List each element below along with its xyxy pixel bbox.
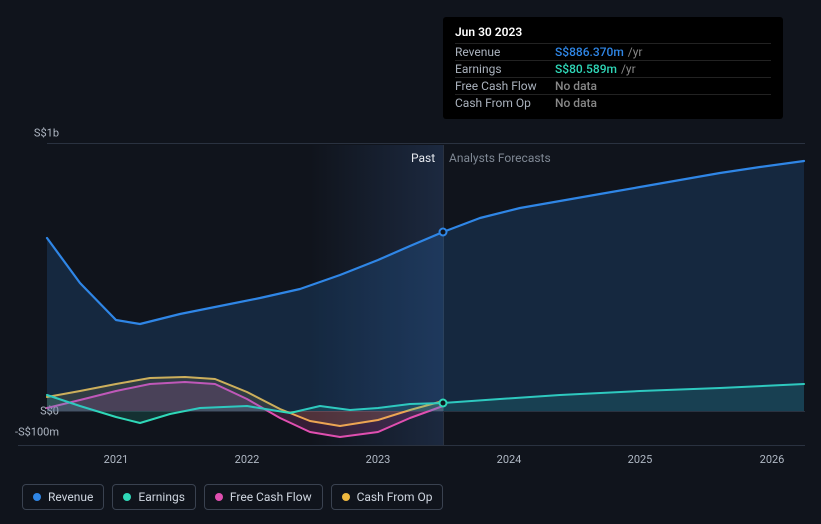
legend-label: Cash From Op — [357, 490, 433, 504]
tooltip-value: S$80.589m — [555, 62, 617, 76]
tooltip-value: No data — [555, 96, 597, 110]
tooltip-key: Cash From Op — [455, 96, 555, 110]
legend-item[interactable]: Free Cash Flow — [204, 484, 323, 510]
tooltip-unit: /yr — [628, 45, 643, 59]
tooltip-value: S$886.370m — [555, 45, 624, 59]
legend-dot-icon — [342, 493, 350, 501]
legend-item[interactable]: Earnings — [112, 484, 196, 510]
marker-dot — [439, 399, 448, 408]
tooltip-key: Revenue — [455, 45, 555, 59]
x-axis-label: 2022 — [235, 453, 260, 466]
tooltip-row: RevenueS$886.370m/yr — [455, 43, 771, 60]
legend-dot-icon — [215, 493, 223, 501]
x-axis-label: 2026 — [760, 453, 785, 466]
legend-dot-icon — [123, 493, 131, 501]
tooltip-date: Jun 30 2023 — [455, 25, 771, 39]
x-axis-label: 2023 — [366, 453, 391, 466]
tooltip-row: Cash From OpNo data — [455, 94, 771, 111]
legend-label: Earnings — [138, 490, 185, 504]
gridline — [18, 445, 805, 446]
x-axis-label: 2021 — [104, 453, 129, 466]
tooltip-value: No data — [555, 79, 597, 93]
tooltip-row: Free Cash FlowNo data — [455, 77, 771, 94]
x-axis-label: 2024 — [497, 453, 522, 466]
x-axis-label: 2025 — [628, 453, 653, 466]
legend-label: Revenue — [48, 490, 93, 504]
tooltip-key: Earnings — [455, 62, 555, 76]
legend-item[interactable]: Revenue — [22, 484, 104, 510]
legend: Revenue Earnings Free Cash Flow Cash From O… — [22, 484, 443, 510]
tooltip-unit: /yr — [621, 62, 636, 76]
legend-item[interactable]: Cash From Op — [331, 484, 444, 510]
legend-dot-icon — [33, 493, 41, 501]
tooltip: Jun 30 2023 RevenueS$886.370m/yrEarnings… — [443, 17, 783, 119]
tooltip-row: EarningsS$80.589m/yr — [455, 60, 771, 77]
legend-label: Free Cash Flow — [230, 490, 312, 504]
marker-dot — [439, 228, 448, 237]
tooltip-key: Free Cash Flow — [455, 79, 555, 93]
